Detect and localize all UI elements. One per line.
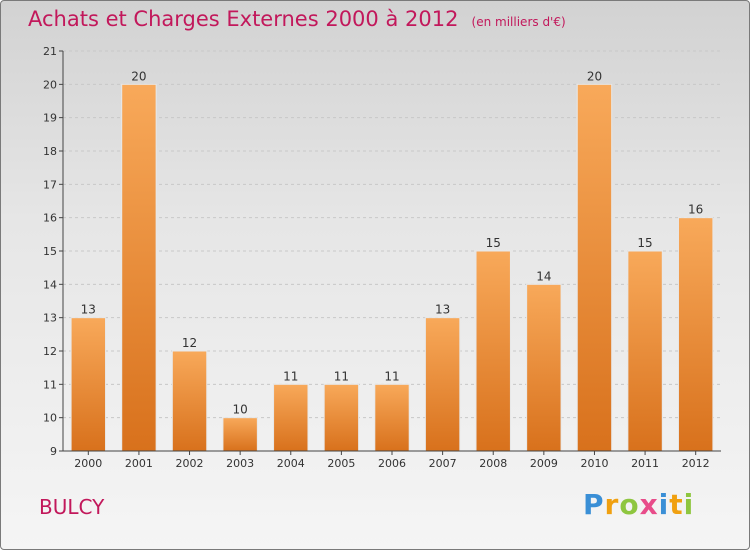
x-tick-label: 2009 (530, 457, 558, 470)
y-tick-label: 13 (43, 312, 57, 325)
bar-2002 (171, 350, 208, 452)
logo-letter: i (683, 488, 695, 521)
x-tick-label: 2003 (226, 457, 254, 470)
y-tick-label: 15 (43, 245, 57, 258)
value-label: 14 (536, 269, 551, 283)
y-tick-label: 10 (43, 412, 57, 425)
value-label: 10 (233, 403, 248, 417)
chart-title: Achats et Charges Externes 2000 à 2012 (28, 7, 459, 31)
x-tick-label: 2012 (682, 457, 710, 470)
bar-2003 (222, 417, 258, 452)
x-tick-label: 2002 (176, 457, 204, 470)
title-row: Achats et Charges Externes 2000 à 2012 (… (28, 7, 566, 31)
y-tick-label: 12 (43, 345, 57, 358)
labels: 9 10 11 12 13 14 15 16 17 18 19 20 21 13 2000 20 2001 12 2… (43, 45, 710, 470)
axes (59, 50, 721, 455)
y-tick-label: 14 (43, 278, 57, 291)
bars (70, 83, 714, 452)
value-label: 20 (587, 69, 602, 83)
logo-letter: P (583, 488, 605, 521)
x-tick-label: 2001 (125, 457, 153, 470)
x-tick-label: 2000 (74, 457, 102, 470)
logo-letter: r (604, 488, 620, 521)
y-tick-label: 11 (43, 378, 57, 391)
x-tick-label: 2005 (327, 457, 355, 470)
bar-2006 (374, 383, 410, 452)
bar-2009 (526, 283, 562, 452)
y-tick-label: 19 (43, 112, 57, 125)
logo-letter: i (658, 488, 670, 521)
value-label: 13 (435, 303, 450, 317)
bar-2011 (627, 250, 663, 452)
x-tick-label: 2010 (580, 457, 608, 470)
chart-subtitle: (en milliers d'€) (471, 15, 566, 29)
y-tick-label: 9 (50, 445, 57, 458)
bar-2001 (121, 83, 157, 452)
proxiti-logo: Proxiti (583, 488, 694, 521)
value-label: 11 (334, 369, 349, 383)
value-label: 13 (81, 303, 96, 317)
bar-2008 (475, 250, 511, 452)
logo-letter: o (619, 488, 640, 521)
bar-2005 (323, 383, 360, 452)
y-tick-label: 20 (43, 78, 57, 91)
y-tick-label: 17 (43, 178, 57, 191)
value-label: 15 (637, 236, 652, 250)
y-tick-label: 16 (43, 212, 57, 225)
y-tick-label: 21 (43, 45, 57, 58)
x-tick-label: 2007 (429, 457, 457, 470)
value-label: 16 (688, 203, 703, 217)
value-label: 11 (384, 369, 399, 383)
logo-letter: t (669, 488, 684, 521)
y-tick-label: 18 (43, 145, 57, 158)
commune-name: BULCY (39, 495, 105, 519)
x-tick-label: 2004 (277, 457, 305, 470)
value-label: 12 (182, 336, 197, 350)
value-label: 20 (131, 69, 146, 83)
value-label: 15 (486, 236, 501, 250)
bar-2007 (424, 317, 461, 452)
logo-letter: x (639, 488, 659, 521)
bar-2000 (70, 317, 107, 452)
bar-2004 (273, 383, 309, 452)
value-label: 11 (283, 369, 298, 383)
bar-2012 (677, 217, 714, 452)
x-tick-label: 2011 (631, 457, 659, 470)
bar-2010 (576, 83, 613, 452)
x-tick-label: 2008 (479, 457, 507, 470)
x-tick-label: 2006 (378, 457, 406, 470)
